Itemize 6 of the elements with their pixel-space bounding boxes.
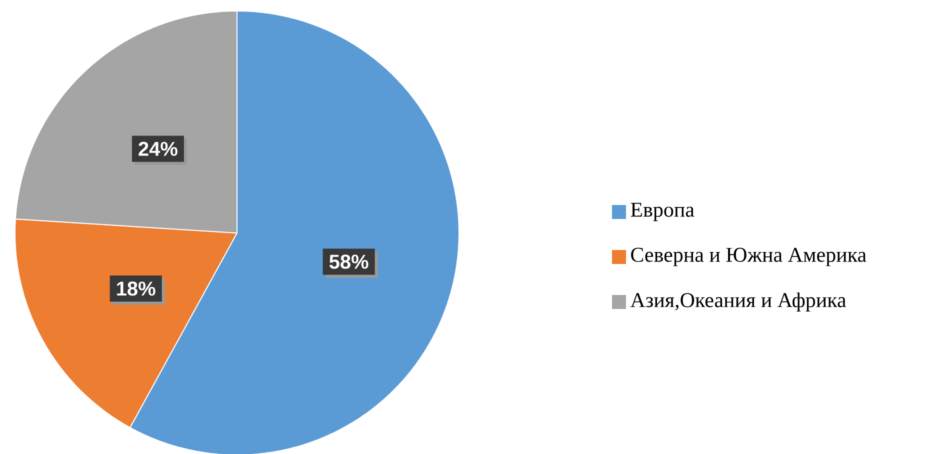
data-label: 18% — [117, 282, 156, 296]
legend-label: Северна и Южна Америка — [631, 248, 866, 266]
legend-label: Европа — [630, 202, 694, 222]
data-label: 58% — [329, 254, 368, 269]
data-label: 24% — [138, 142, 178, 156]
legend-label: Азия,Океания и Африка — [630, 292, 846, 312]
